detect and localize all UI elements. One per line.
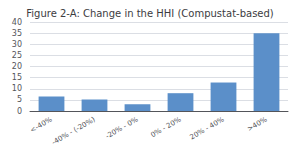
svg-text:0% - 20%: 0% - 20% xyxy=(149,115,182,139)
svg-text:15: 15 xyxy=(12,73,22,82)
svg-text:Figure 2-A: Change in the HHI: Figure 2-A: Change in the HHI (Compustat… xyxy=(26,8,274,19)
svg-text:20% - 40%: 20% - 40% xyxy=(189,115,226,141)
svg-text:30: 30 xyxy=(12,40,22,49)
svg-text:>40%: >40% xyxy=(246,115,269,133)
svg-text:25: 25 xyxy=(12,51,22,60)
svg-text:5: 5 xyxy=(17,95,22,104)
svg-text:-20% - 0%: -20% - 0% xyxy=(104,115,140,140)
svg-text:-40% - (-20%): -40% - (-20%) xyxy=(50,115,96,146)
svg-text:0: 0 xyxy=(17,107,22,116)
svg-text:20: 20 xyxy=(12,62,22,71)
svg-text:<-40%: <-40% xyxy=(29,115,54,134)
svg-text:40: 40 xyxy=(12,18,22,27)
svg-text:10: 10 xyxy=(12,84,22,93)
svg-text:35: 35 xyxy=(12,29,22,38)
